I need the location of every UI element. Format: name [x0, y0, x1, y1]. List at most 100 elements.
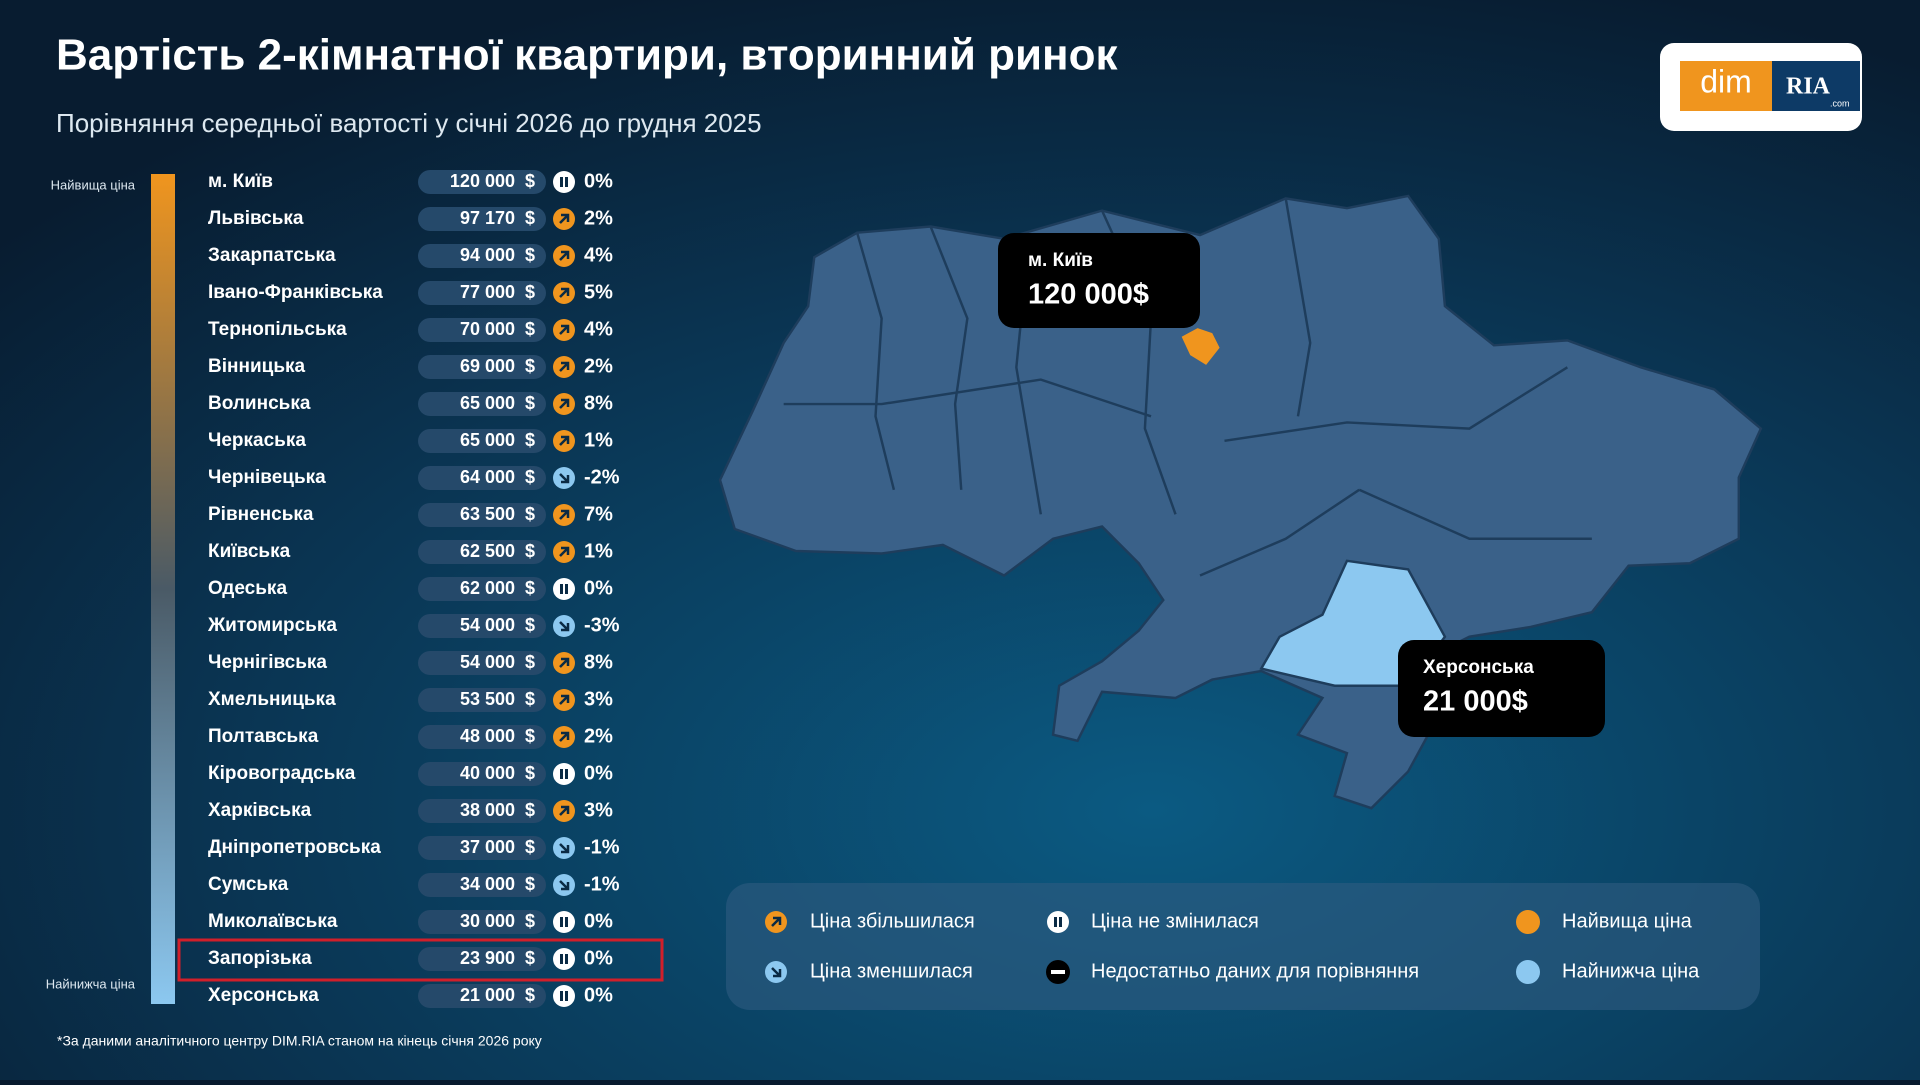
- price: 70 000: [460, 319, 515, 339]
- icon-bar: [560, 917, 563, 927]
- icon-arrow: [559, 213, 570, 224]
- icon: [1047, 911, 1069, 933]
- price: 62 500: [460, 541, 515, 561]
- icon-arrow: [771, 916, 782, 927]
- region: Львівська: [208, 208, 304, 229]
- change: 0%: [584, 984, 613, 1006]
- price: 34 000: [460, 874, 515, 894]
- region: Київська: [208, 541, 291, 562]
- currency: $: [525, 504, 535, 524]
- price-scale: [151, 174, 175, 1004]
- region: Запорізька: [208, 948, 312, 969]
- price-pill: [418, 355, 546, 379]
- change: 3%: [584, 799, 613, 821]
- currency: $: [525, 874, 535, 894]
- currency: $: [525, 689, 535, 709]
- logo-right-bg: [1772, 61, 1860, 111]
- legend-item: Недостатньо даних для порівняння: [1091, 960, 1419, 982]
- currency: $: [525, 208, 535, 228]
- icon-arrow: [559, 324, 570, 335]
- icon-arrow: [559, 509, 570, 520]
- price-pill: [418, 281, 546, 305]
- kyiv-city: [1181, 328, 1220, 365]
- region: Хмельницька: [208, 689, 336, 710]
- price-pill: [418, 503, 546, 527]
- change: 0%: [584, 910, 613, 932]
- icon: [553, 985, 575, 1007]
- currency: $: [525, 726, 535, 746]
- price: 65 000: [460, 430, 515, 450]
- icon-bar: [1059, 917, 1062, 927]
- icon-arrow: [559, 473, 570, 484]
- price-pill: [418, 429, 546, 453]
- price-pill: [418, 318, 546, 342]
- legend-dot: [1516, 910, 1540, 934]
- legend-icon-mark: [1051, 970, 1065, 974]
- price-pill: [418, 762, 546, 786]
- price-pill: [418, 540, 546, 564]
- region: Чернівецька: [208, 467, 326, 488]
- price-pill: [418, 836, 546, 860]
- price: 54 000: [460, 652, 515, 672]
- logo-domain: .com: [1830, 98, 1850, 108]
- highlight: [177, 938, 664, 982]
- region: Рівненська: [208, 504, 314, 525]
- currency: $: [525, 393, 535, 413]
- icon-arrow: [559, 546, 570, 557]
- currency: $: [525, 837, 535, 857]
- change: 2%: [584, 355, 613, 377]
- price: 64 000: [460, 467, 515, 487]
- price-pill: [418, 873, 546, 897]
- currency: $: [525, 578, 535, 598]
- price-pill: [418, 466, 546, 490]
- region: Одеська: [208, 578, 287, 599]
- logo: dim RIA .com: [1660, 43, 1862, 131]
- icon-arrow: [559, 731, 570, 742]
- callout-name: м. Київ: [1028, 250, 1093, 271]
- icon-bar: [560, 177, 563, 187]
- region: Херсонська: [208, 985, 319, 1006]
- price: 53 500: [460, 689, 515, 709]
- change: 4%: [584, 244, 613, 266]
- callout-kherson: Херсонська 21 000$: [1398, 640, 1605, 737]
- price: 94 000: [460, 245, 515, 265]
- logo-left-bg: [1680, 61, 1772, 111]
- change: 8%: [584, 392, 613, 414]
- price: 40 000: [460, 763, 515, 783]
- icon: [553, 578, 575, 600]
- legend-item: Ціна збільшилася: [810, 910, 975, 932]
- region: Закарпатська: [208, 245, 336, 266]
- callout-value: 21 000$: [1423, 686, 1528, 718]
- region: Черкаська: [208, 430, 306, 451]
- currency: $: [525, 763, 535, 783]
- icon-bar: [565, 769, 568, 779]
- price-pill: [418, 947, 546, 971]
- icon: [553, 171, 575, 193]
- icon-bar: [565, 584, 568, 594]
- region: Харківська: [208, 800, 312, 821]
- legend-item: Ціна зменшилася: [810, 960, 973, 982]
- callout-name: Херсонська: [1423, 657, 1534, 678]
- price-pill: [418, 725, 546, 749]
- table: м. Київ 120 000 $0% Львівська 97 170 $2% Закар…: [207, 170, 620, 1008]
- change: 0%: [584, 762, 613, 784]
- change: 0%: [584, 170, 613, 192]
- price-pill: [418, 392, 546, 416]
- logo-right: RIA: [1786, 74, 1831, 100]
- region: м. Київ: [208, 171, 273, 192]
- change: 5%: [584, 281, 613, 303]
- icon-bar: [560, 769, 563, 779]
- icon-arrow: [559, 361, 570, 372]
- icon-arrow: [559, 657, 570, 668]
- ukraine: [718, 194, 1763, 810]
- price: 63 500: [460, 504, 515, 524]
- price: 54 000: [460, 615, 515, 635]
- icon-bar: [565, 917, 568, 927]
- currency: $: [525, 319, 535, 339]
- icon-arrow: [559, 843, 570, 854]
- price: 65 000: [460, 393, 515, 413]
- icon-arrow: [559, 435, 570, 446]
- icon-bar: [565, 954, 568, 964]
- icon-arrow: [559, 287, 570, 298]
- region: Миколаївська: [208, 911, 338, 932]
